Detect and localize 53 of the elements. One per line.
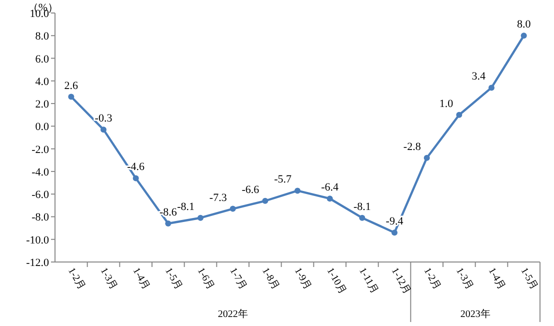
text: 2023年 bbox=[460, 308, 490, 320]
y-tick-label: 4.0 bbox=[35, 76, 50, 88]
y-tick-label: 8.0 bbox=[35, 30, 50, 43]
data-label: 2.6 bbox=[64, 80, 79, 92]
y-tick-label: 6.0 bbox=[35, 53, 50, 66]
point bbox=[359, 214, 366, 221]
x-tick-label: 1-3月 bbox=[454, 266, 475, 292]
y-tick-label: -8.0 bbox=[32, 212, 50, 224]
point bbox=[520, 32, 527, 39]
x-tick-label: 1-2月 bbox=[421, 266, 442, 292]
point bbox=[424, 154, 430, 161]
data-label: -8.1 bbox=[353, 200, 371, 213]
data-label: 1.0 bbox=[439, 98, 454, 110]
point bbox=[132, 175, 139, 182]
x-tick-label: 1-3月 bbox=[98, 266, 120, 292]
y-tick-label: -10.0 bbox=[26, 234, 50, 246]
x-tick-label: 1-4月 bbox=[130, 266, 152, 292]
y-tick-label: -12.0 bbox=[26, 257, 50, 269]
x-tick-label: 1-5月 bbox=[518, 266, 540, 292]
point bbox=[392, 230, 398, 236]
point bbox=[294, 188, 300, 194]
x-tick-label: 1-9月 bbox=[292, 266, 314, 292]
point bbox=[68, 94, 74, 100]
data-label: -0.3 bbox=[94, 112, 113, 125]
data-label: -7.3 bbox=[209, 192, 228, 204]
x-tick-label: 1-8月 bbox=[260, 266, 281, 292]
x-tick-label: 1-4月 bbox=[486, 266, 508, 292]
y-tick-label: -4.0 bbox=[32, 166, 50, 178]
point bbox=[456, 112, 462, 118]
x-tick-label: 1-2月 bbox=[66, 266, 87, 292]
data-label: -8.1 bbox=[177, 200, 194, 213]
data-label: -5.7 bbox=[274, 174, 292, 186]
point bbox=[230, 206, 236, 212]
y-tick-label: 0.0 bbox=[35, 121, 50, 134]
x-tick-label: 1-5月 bbox=[162, 266, 184, 292]
data-label: 3.4 bbox=[472, 70, 486, 83]
x-tick-label: 1-6月 bbox=[194, 266, 216, 292]
text: 2022年 bbox=[218, 308, 248, 320]
point bbox=[488, 84, 494, 91]
x-tick-label: 1-7月 bbox=[227, 266, 248, 292]
data-label: -6.4 bbox=[321, 182, 340, 194]
point bbox=[100, 126, 106, 133]
data-label: -2.8 bbox=[403, 140, 422, 153]
y-tick-label: -2.0 bbox=[32, 144, 50, 156]
point bbox=[326, 196, 333, 202]
x-tick-label: 1-10月 bbox=[324, 266, 348, 296]
point bbox=[262, 198, 268, 204]
point bbox=[198, 214, 204, 221]
y-tick-label: -6.0 bbox=[32, 189, 50, 202]
point bbox=[165, 220, 172, 227]
y-tick-label: 2.0 bbox=[35, 98, 50, 111]
data-label: 8.0 bbox=[516, 18, 532, 31]
data-label: -6.6 bbox=[242, 184, 260, 196]
